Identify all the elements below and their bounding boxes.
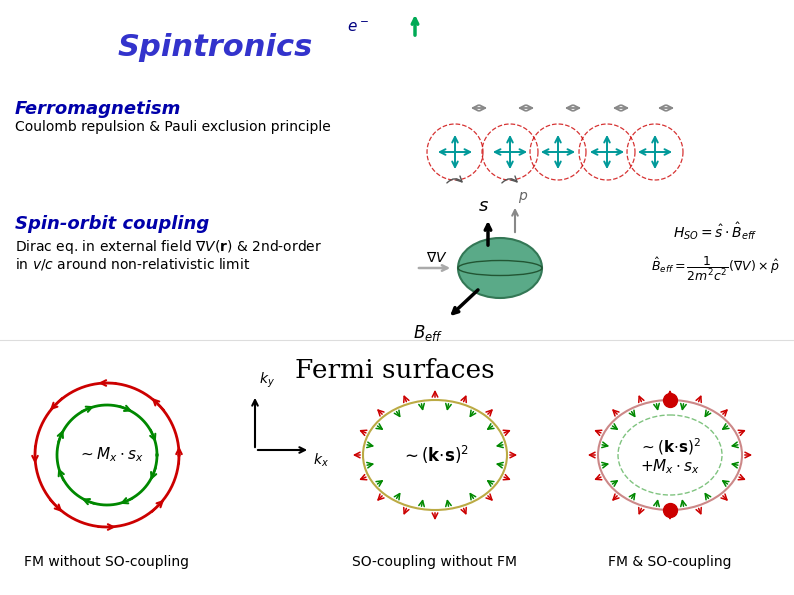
Text: $H_{SO} = \hat{s} \cdot \hat{B}_{eff}$: $H_{SO} = \hat{s} \cdot \hat{B}_{eff}$	[673, 220, 757, 242]
Ellipse shape	[458, 238, 542, 298]
Text: Fermi surfaces: Fermi surfaces	[295, 358, 495, 383]
Text: $k_x$: $k_x$	[313, 452, 329, 469]
Text: in $v/c$ around non-relativistic limit: in $v/c$ around non-relativistic limit	[15, 256, 250, 272]
Text: FM & SO-coupling: FM & SO-coupling	[608, 555, 732, 569]
Text: Dirac eq. in external field $\nabla V(\mathbf{r})$ & 2nd-order: Dirac eq. in external field $\nabla V(\m…	[15, 238, 322, 256]
Text: Ferromagnetism: Ferromagnetism	[15, 100, 181, 118]
Text: $\nabla V$: $\nabla V$	[426, 250, 448, 265]
Text: $B_{eff}$: $B_{eff}$	[413, 323, 443, 343]
Text: $s$: $s$	[478, 197, 489, 215]
Text: $\hat{B}_{eff} = \dfrac{1}{2m^2c^2}(\nabla V) \times \hat{p}$: $\hat{B}_{eff} = \dfrac{1}{2m^2c^2}(\nab…	[650, 255, 780, 283]
Text: $k_y$: $k_y$	[259, 371, 275, 390]
Text: ${\sim}M_x \cdot s_x$: ${\sim}M_x \cdot s_x$	[78, 446, 144, 464]
Text: $e^-$: $e^-$	[347, 20, 369, 36]
Text: Spin-orbit coupling: Spin-orbit coupling	[15, 215, 210, 233]
Text: Spintronics: Spintronics	[118, 33, 313, 62]
Text: ${\sim}(\mathbf{k}{\cdot}\mathbf{s})^2$: ${\sim}(\mathbf{k}{\cdot}\mathbf{s})^2$	[638, 437, 701, 458]
Text: Coulomb repulsion & Pauli exclusion principle: Coulomb repulsion & Pauli exclusion prin…	[15, 120, 331, 134]
Text: $+M_x \cdot s_x$: $+M_x \cdot s_x$	[640, 458, 700, 477]
Text: SO-coupling without FM: SO-coupling without FM	[353, 555, 518, 569]
Text: FM without SO-coupling: FM without SO-coupling	[25, 555, 190, 569]
Text: ${\sim}(\mathbf{k}{\cdot}\mathbf{s})^2$: ${\sim}(\mathbf{k}{\cdot}\mathbf{s})^2$	[401, 444, 469, 466]
Text: $p$: $p$	[518, 190, 528, 205]
